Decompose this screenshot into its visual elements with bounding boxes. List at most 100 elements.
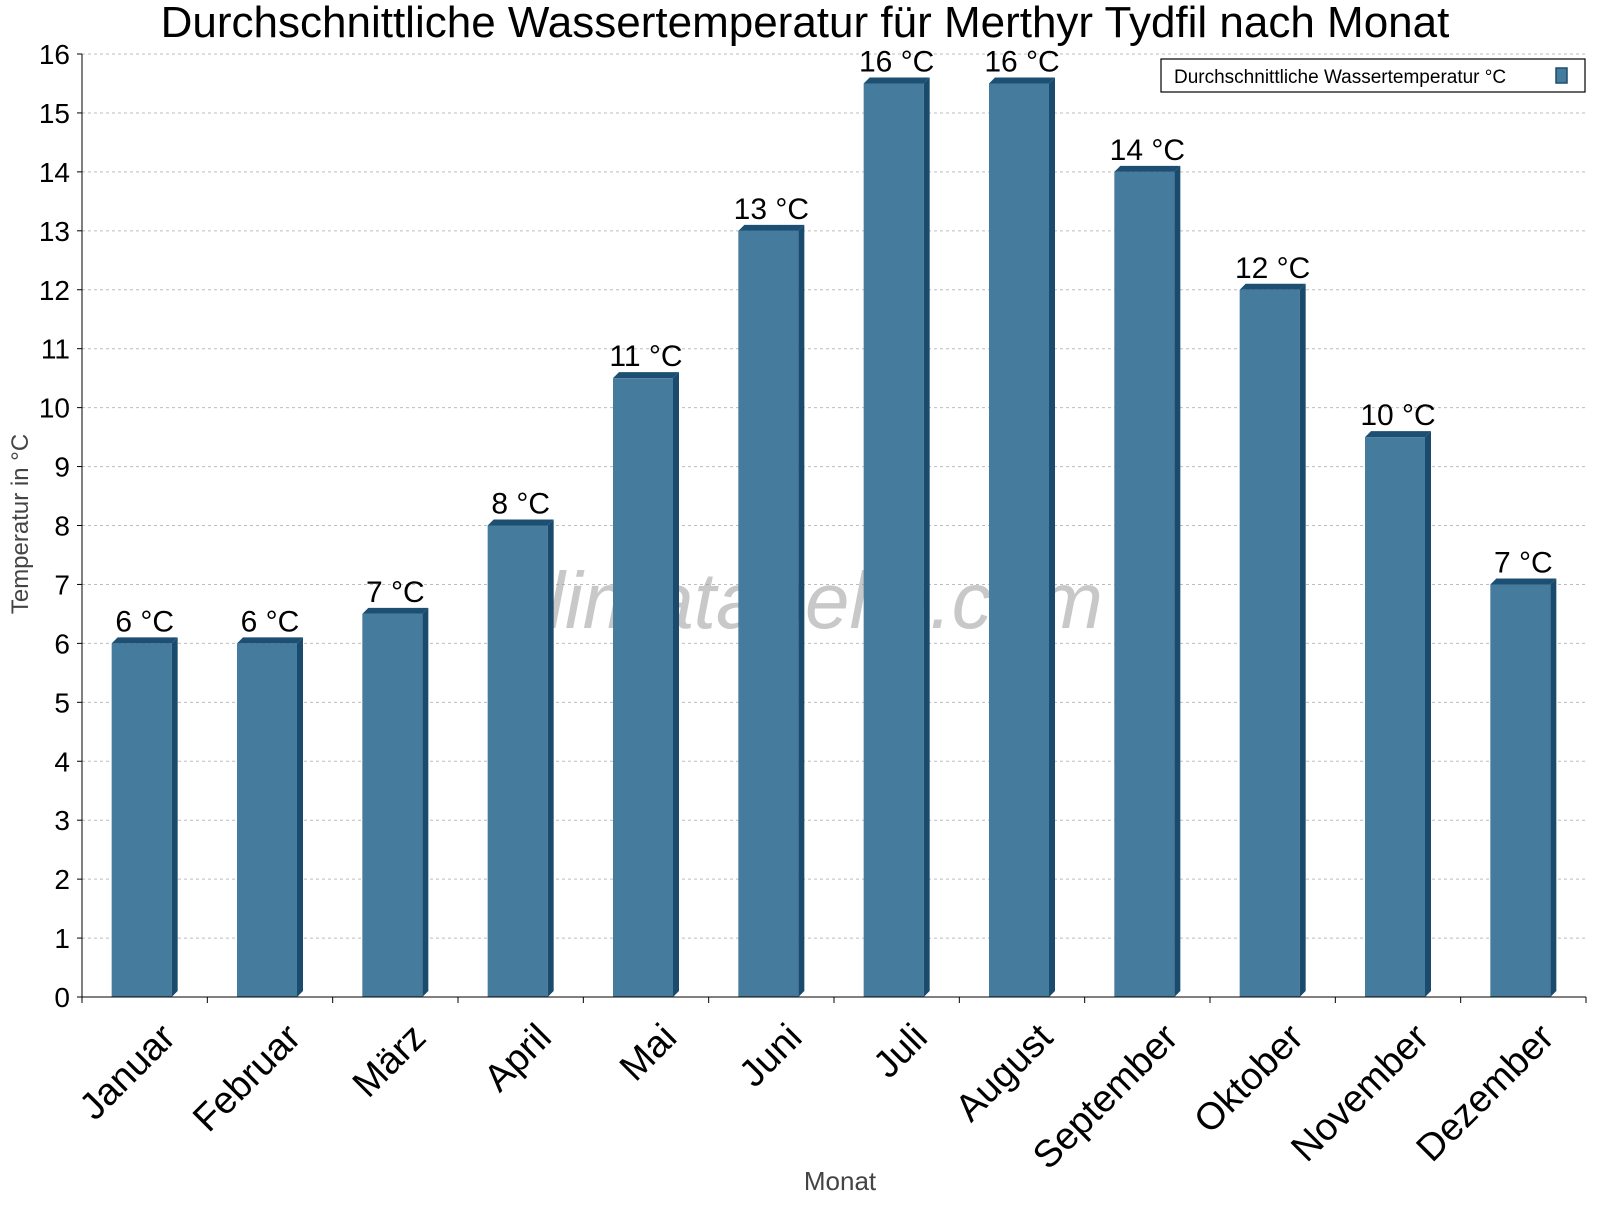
x-axis-title: Monat xyxy=(804,1166,877,1196)
bar xyxy=(111,637,178,997)
bar-top xyxy=(1365,431,1431,438)
bar-side xyxy=(798,224,805,997)
x-tick-label: Februar xyxy=(185,1016,309,1140)
data-label: 8 °C xyxy=(491,488,550,521)
data-labels: 6 °C 6 °C 7 °C 8 °C 11 °C 13 °C 16 °C 16 °C 14 °… xyxy=(115,45,1552,638)
bar-side xyxy=(1299,283,1306,997)
x-tick-label: August xyxy=(948,1016,1062,1130)
data-label: 6 °C xyxy=(115,605,174,638)
bar-top xyxy=(111,637,178,644)
y-tick-label: 1 xyxy=(54,923,70,954)
y-tick-label: 15 xyxy=(39,98,70,129)
x-tick-label: Juni xyxy=(731,1016,810,1095)
bar-side xyxy=(1550,578,1557,997)
bar xyxy=(989,77,1055,997)
bar xyxy=(1114,165,1181,997)
axes xyxy=(77,53,1587,1003)
y-tick-label: 14 xyxy=(39,157,70,188)
data-label: 12 °C xyxy=(1235,252,1310,285)
bars xyxy=(111,77,1557,997)
y-axis-title: Temperatur in °C xyxy=(7,434,34,614)
bar-front xyxy=(487,525,548,997)
data-label: 16 °C xyxy=(859,45,934,78)
y-tick-label: 16 xyxy=(39,39,70,70)
x-tick-label: April xyxy=(476,1016,559,1099)
gridlines xyxy=(82,53,1586,939)
legend: Durchschnittliche Wassertemperatur °C xyxy=(1160,58,1586,93)
x-tick-label: Januar xyxy=(72,1016,184,1128)
x-tick-labels: Januar Februar März April Mai Juni Juli AugustS… xyxy=(72,1016,1563,1177)
bar-side xyxy=(1049,77,1055,997)
bar-side xyxy=(1425,431,1431,997)
y-tick-label: 7 xyxy=(54,569,70,600)
bar-front xyxy=(1114,171,1175,997)
x-tick-label: März xyxy=(345,1016,434,1105)
bar-front xyxy=(1239,289,1300,997)
data-label: 16 °C xyxy=(984,45,1059,78)
bar-side xyxy=(297,637,303,997)
bar-front xyxy=(863,83,924,997)
chart-title: Durchschnittliche Wassertemperatur für M… xyxy=(161,0,1450,47)
bar xyxy=(237,637,303,997)
y-tick-label: 9 xyxy=(54,452,70,483)
x-tick-label: Mai xyxy=(612,1016,685,1089)
bar-side xyxy=(171,637,178,997)
bar-top xyxy=(237,637,303,644)
bar-top xyxy=(863,77,930,84)
y-tick-label: 8 xyxy=(54,511,70,542)
y-tick-label: 2 xyxy=(54,864,70,895)
data-label: 6 °C xyxy=(241,605,300,638)
legend-swatch xyxy=(1555,67,1568,84)
data-label: 7 °C xyxy=(1494,546,1553,579)
x-tick-label: Juli xyxy=(866,1016,936,1086)
data-label: 7 °C xyxy=(366,576,425,609)
bar-side xyxy=(673,372,679,997)
bar-front xyxy=(1365,437,1425,997)
bar-top xyxy=(989,77,1055,84)
bar xyxy=(1490,578,1557,997)
bar-top xyxy=(1490,578,1557,585)
bar-side xyxy=(923,77,930,997)
bar-front xyxy=(237,643,297,997)
y-tick-label: 12 xyxy=(39,275,70,306)
bar-front xyxy=(1490,584,1551,997)
bar-front xyxy=(989,83,1049,997)
bar xyxy=(738,224,805,997)
y-tick-label: 4 xyxy=(54,746,70,777)
y-tick-label: 13 xyxy=(39,216,70,247)
y-tick-label: 5 xyxy=(54,687,70,718)
y-tick-label: 6 xyxy=(54,628,70,659)
legend-label: Durchschnittliche Wassertemperatur °C xyxy=(1174,67,1506,88)
bar xyxy=(863,77,930,997)
bar-front xyxy=(738,230,799,997)
bar-front xyxy=(111,643,172,997)
bar-side xyxy=(1174,165,1181,997)
bar xyxy=(1365,431,1431,997)
bar-top xyxy=(738,224,805,231)
y-tick-label: 11 xyxy=(41,334,70,365)
y-tick-label: 0 xyxy=(54,982,70,1013)
bar xyxy=(362,607,429,997)
x-tick-label: Dezember xyxy=(1409,1016,1563,1170)
bar-side xyxy=(422,607,429,997)
bar-top xyxy=(487,519,554,526)
y-tick-label: 3 xyxy=(54,805,70,836)
x-tick-label: Oktober xyxy=(1186,1016,1312,1142)
bar xyxy=(613,372,679,997)
bar xyxy=(487,519,554,997)
legend-box xyxy=(1160,58,1586,93)
bar-side xyxy=(547,519,554,997)
bar xyxy=(1239,283,1306,997)
data-label: 11 °C xyxy=(609,340,682,373)
bar-top xyxy=(1239,283,1306,290)
bar-top xyxy=(362,607,429,614)
bar-top xyxy=(1114,165,1181,172)
y-tick-label: 10 xyxy=(39,393,70,424)
bar-front xyxy=(362,613,423,997)
data-label: 13 °C xyxy=(734,193,809,226)
data-label: 10 °C xyxy=(1360,399,1435,432)
data-label: 14 °C xyxy=(1110,134,1185,167)
